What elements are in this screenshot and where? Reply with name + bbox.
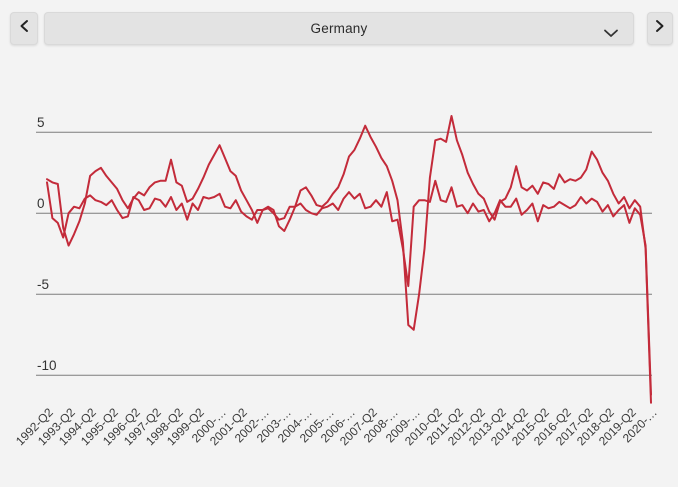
- y-axis-tick-label: -10: [37, 358, 57, 374]
- y-axis-tick-label: 0: [37, 196, 45, 212]
- series-line-1: [46, 115, 652, 404]
- chevron-left-icon: [19, 19, 29, 38]
- y-axis-tick-label: -5: [37, 277, 50, 293]
- chevron-down-icon: [603, 25, 619, 43]
- series-line-2: [46, 179, 652, 396]
- y-axis-tick-label: 5: [37, 115, 45, 131]
- country-dropdown-value: Germany: [310, 21, 368, 36]
- country-dropdown[interactable]: Germany: [44, 12, 634, 45]
- chevron-right-icon: [655, 19, 665, 38]
- next-country-button[interactable]: [647, 12, 673, 45]
- prev-country-button[interactable]: [10, 12, 38, 45]
